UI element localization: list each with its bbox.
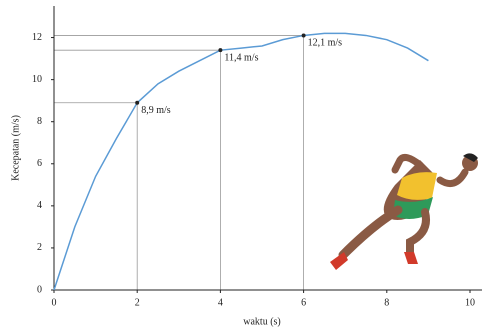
annotation-point (135, 100, 140, 105)
x-tick-label: 6 (301, 297, 306, 308)
annotation-label: 12,1 m/s (308, 38, 343, 49)
annotation-point (218, 48, 223, 53)
x-tick-label: 2 (135, 297, 140, 308)
y-tick-label: 0 (37, 284, 42, 295)
annotation-point (301, 33, 306, 38)
x-tick-label: 10 (465, 297, 475, 308)
y-tick-label: 6 (37, 158, 42, 169)
y-tick-label: 12 (32, 32, 42, 43)
y-tick-label: 4 (37, 200, 42, 211)
x-tick-label: 4 (218, 297, 223, 308)
x-tick-label: 0 (52, 297, 57, 308)
sprinter-illustration (330, 153, 478, 270)
y-tick-label: 2 (37, 242, 42, 253)
annotation-label: 11,4 m/s (224, 52, 258, 63)
y-tick-label: 8 (37, 116, 42, 127)
x-tick-label: 8 (384, 297, 389, 308)
annotation-label: 8,9 m/s (141, 105, 171, 116)
y-axis-label: Kecepatan (m/s) (10, 115, 21, 181)
y-tick-label: 10 (32, 74, 42, 85)
x-axis-label: waktu (s) (243, 316, 281, 327)
velocity-line (53, 32, 429, 291)
